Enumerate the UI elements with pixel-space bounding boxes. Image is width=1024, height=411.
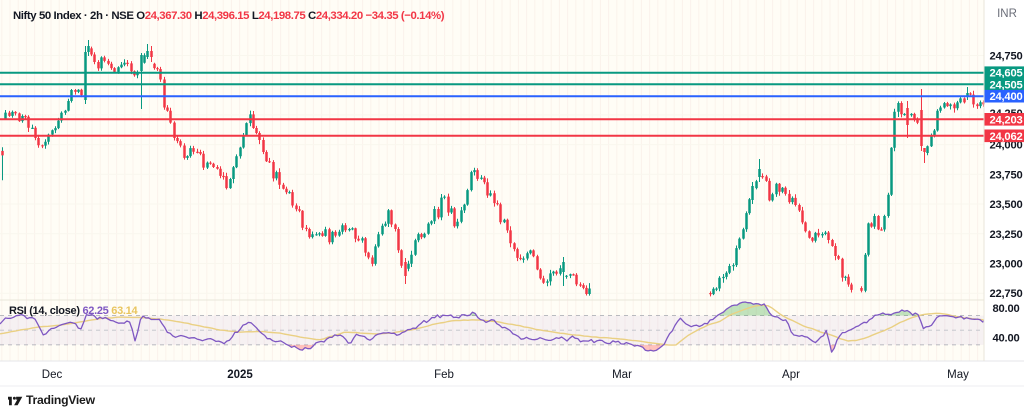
svg-text:24,000: 24,000 [989,140,1022,152]
svg-text:INR: INR [997,8,1017,20]
svg-text:24,062: 24,062 [989,131,1022,143]
svg-text:24,605: 24,605 [989,68,1022,80]
svg-text:24,203: 24,203 [989,114,1022,126]
svg-text:23,750: 23,750 [989,169,1022,181]
svg-text:May: May [947,369,969,381]
svg-text:23,500: 23,500 [989,199,1022,211]
svg-text:23,250: 23,250 [989,229,1022,241]
svg-text:24,505: 24,505 [989,79,1022,91]
svg-text:22,750: 22,750 [989,288,1022,300]
svg-text:24,750: 24,750 [989,51,1022,63]
svg-text:Dec: Dec [42,369,63,381]
svg-text:40.00: 40.00 [993,333,1020,345]
svg-text:Apr: Apr [782,369,800,381]
svg-text:80.00: 80.00 [993,303,1020,315]
svg-text:Mar: Mar [612,369,632,381]
svg-text:RSI (14, close) 62.25 63.14: RSI (14, close) 62.25 63.14 [9,305,138,317]
svg-text:Nifty 50 Index · 2h · NSE O24: Nifty 50 Index · 2h · NSE O24,367.30 H24… [13,10,445,22]
svg-text:23,000: 23,000 [989,259,1022,271]
svg-text:2025: 2025 [227,369,253,381]
svg-text:TradingView: TradingView [26,393,96,407]
svg-text:24,400: 24,400 [989,91,1022,103]
svg-text:Feb: Feb [434,369,454,381]
